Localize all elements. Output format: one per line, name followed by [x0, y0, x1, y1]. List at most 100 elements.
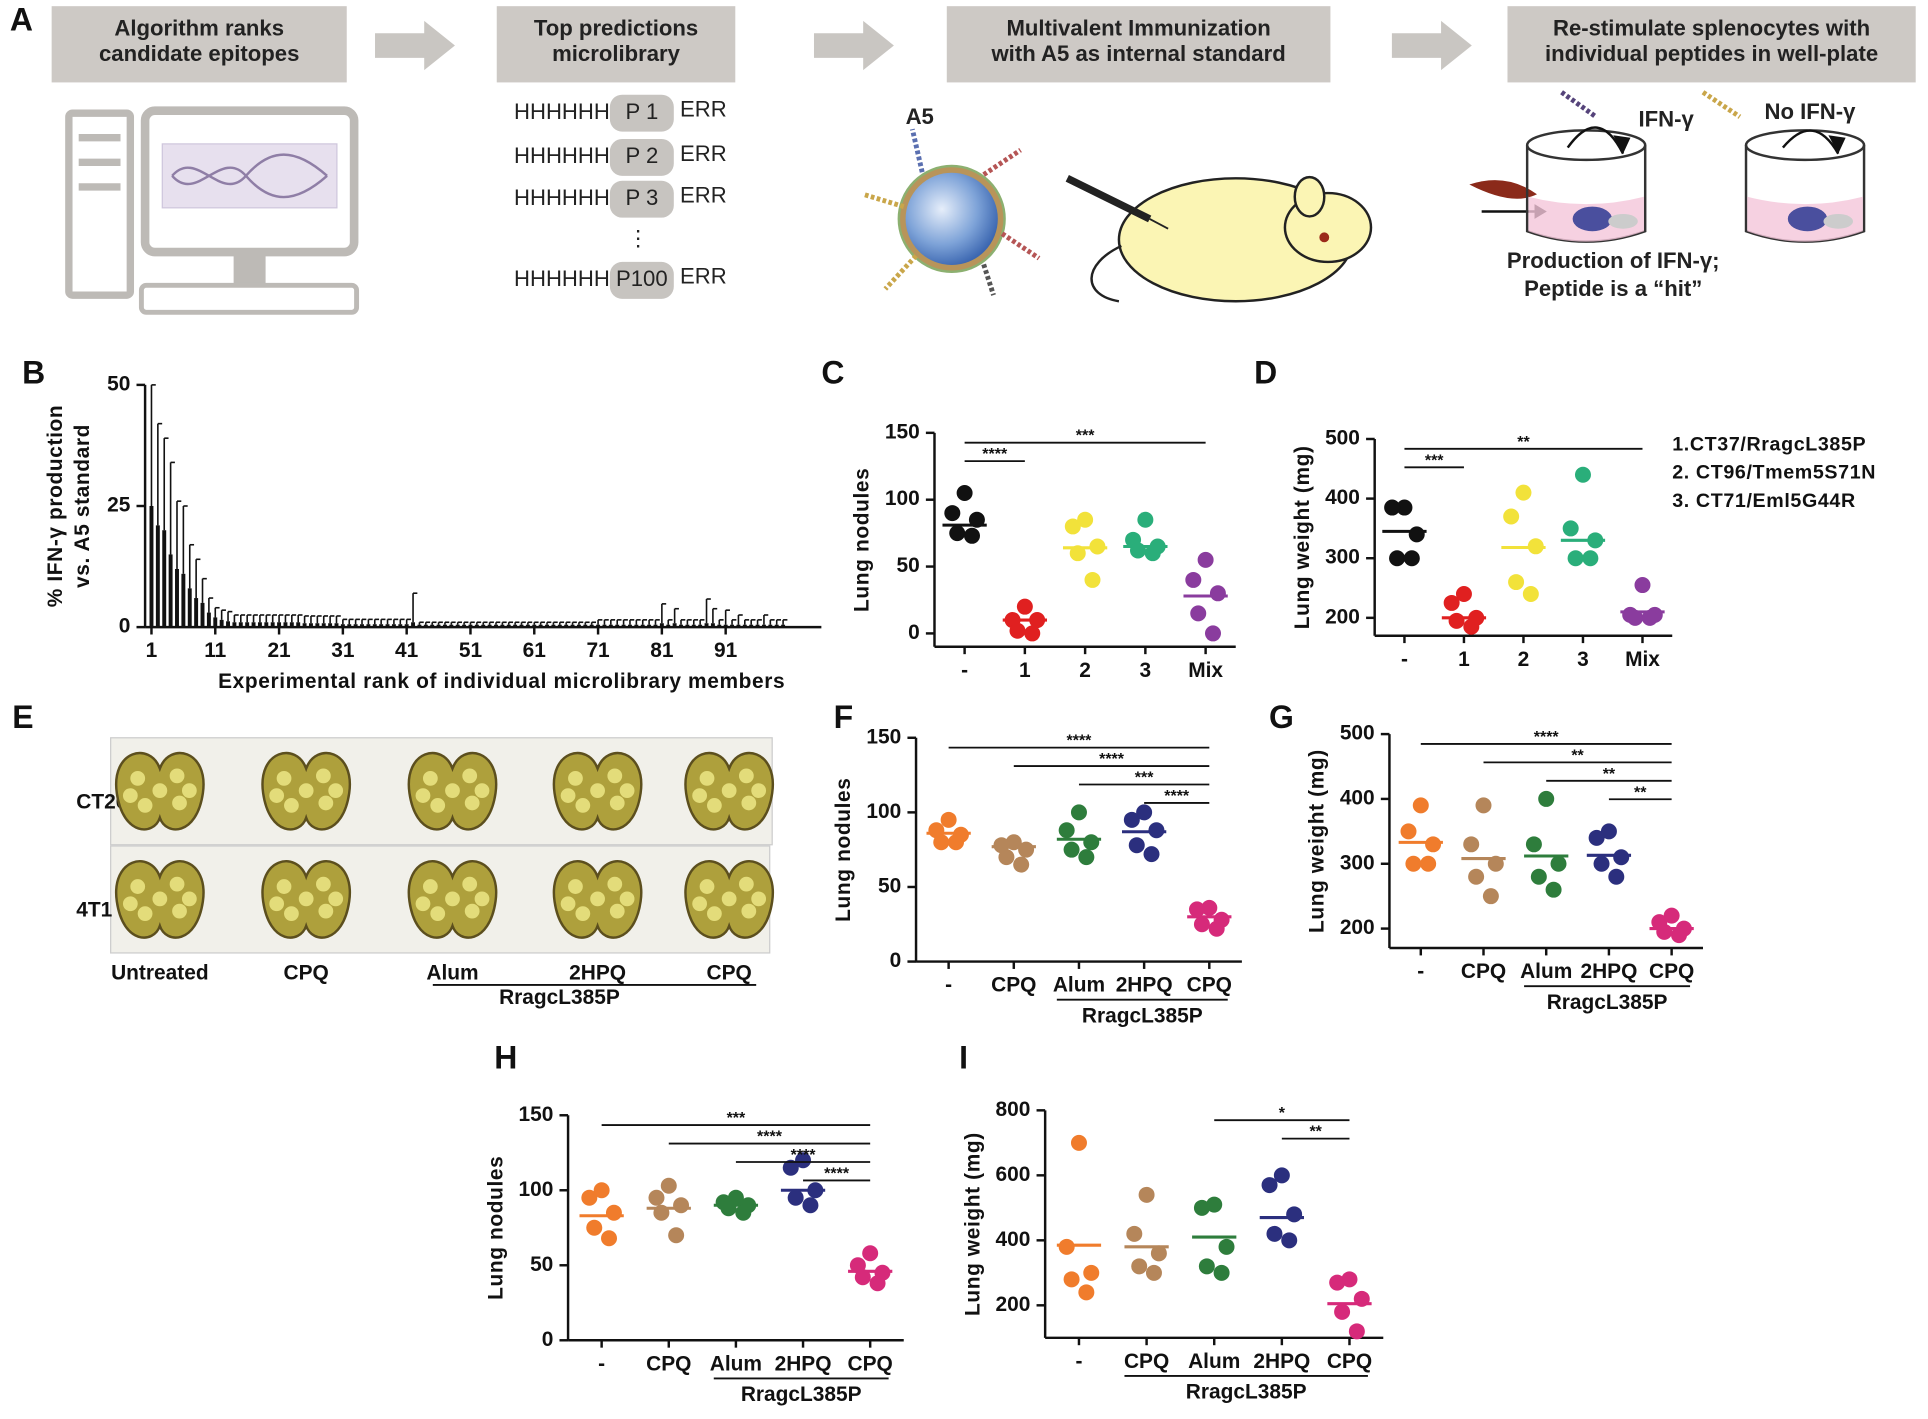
y-tick-label: 100: [866, 800, 901, 823]
significance-label: **: [1309, 1124, 1322, 1141]
x-tick-label: 71: [586, 639, 610, 662]
dot: [1205, 625, 1221, 642]
dot: [968, 511, 985, 528]
x-tick-label: Alum: [1053, 974, 1105, 997]
dot: [1197, 551, 1214, 568]
nodule: [751, 783, 767, 799]
x-tick-label: Mix: [1188, 659, 1223, 682]
bar: [640, 624, 645, 628]
dot: [1070, 804, 1087, 821]
dot: [1329, 1274, 1346, 1291]
dot: [1613, 849, 1630, 866]
dot: [1058, 1238, 1075, 1255]
bar: [455, 624, 460, 628]
nodule: [318, 903, 334, 919]
dot: [1463, 618, 1480, 635]
nodule: [609, 795, 625, 811]
dot: [1527, 538, 1544, 555]
dot: [1201, 899, 1218, 916]
significance-label: **: [1634, 784, 1647, 801]
bar: [570, 624, 575, 628]
bar: [417, 624, 422, 628]
nodule: [172, 903, 187, 919]
dot: [948, 834, 964, 851]
step-text: individual peptides in well-plate: [1545, 41, 1878, 66]
nodule: [619, 891, 635, 907]
x-tick-label: 2HPQ: [1580, 960, 1637, 983]
y-tick-label: 50: [896, 554, 919, 577]
bar: [372, 624, 377, 628]
dot: [998, 849, 1015, 866]
bar: [698, 624, 703, 628]
nodule: [568, 770, 583, 786]
bar: [181, 573, 186, 628]
dot: [1077, 511, 1094, 528]
dot: [1218, 1238, 1235, 1255]
dot: [581, 1189, 598, 1206]
x-tick-label: Mix: [1625, 648, 1660, 671]
nodule: [430, 906, 446, 921]
dot: [605, 1204, 622, 1221]
dot: [1069, 545, 1086, 562]
dot: [1562, 520, 1579, 537]
dot: [1588, 829, 1605, 846]
bar: [360, 624, 364, 628]
nodule: [721, 891, 737, 907]
y-tick-label: 200: [996, 1293, 1031, 1316]
x-tick-label: 91: [714, 639, 738, 662]
y-tick-label: 50: [530, 1253, 553, 1276]
significance-label: ****: [757, 1129, 783, 1146]
nodule: [415, 896, 431, 912]
syringe: [1065, 175, 1152, 223]
x-tick-label: CPQ: [1649, 960, 1694, 983]
x-tick-label: 1: [146, 639, 158, 662]
nanoparticle: [899, 166, 1004, 272]
nodule: [751, 891, 767, 907]
dot: [1083, 834, 1100, 851]
y-tick-label: 50: [107, 372, 130, 395]
bar: [149, 506, 154, 628]
bar: [653, 624, 658, 628]
bar: [659, 623, 664, 628]
nodule: [269, 896, 285, 912]
dot: [1013, 856, 1030, 873]
bar: [474, 624, 479, 628]
nodule: [590, 783, 605, 799]
bar: [309, 623, 313, 628]
dot: [1353, 1290, 1370, 1307]
dot: [1131, 1258, 1148, 1275]
bar: [391, 624, 396, 628]
step-box: [51, 6, 347, 83]
nodule: [181, 783, 197, 799]
significance-label: ***: [1076, 428, 1095, 445]
nodule: [316, 876, 331, 892]
significance-label: ****: [1164, 788, 1190, 805]
bar: [723, 624, 728, 628]
bar: [608, 624, 613, 628]
dot: [1150, 1245, 1167, 1262]
significance-label: **: [1603, 766, 1616, 783]
dot: [1587, 532, 1604, 549]
dot: [1468, 868, 1485, 885]
response-label: No IFN-γ: [1764, 99, 1856, 124]
bar: [557, 624, 562, 628]
dot: [1266, 1225, 1283, 1242]
bar: [245, 622, 250, 628]
dot: [1261, 1177, 1278, 1194]
nodule: [152, 891, 168, 907]
x-tick-label: 81: [650, 639, 674, 662]
nodule: [276, 770, 292, 786]
dot: [1064, 518, 1081, 535]
bar: [155, 525, 160, 628]
dot: [1389, 550, 1406, 567]
nodule: [607, 876, 623, 892]
significance-label: ****: [824, 1166, 850, 1183]
nodule: [269, 788, 285, 803]
column-label: Untreated: [111, 961, 209, 984]
bar: [774, 624, 779, 628]
step-text: Algorithm ranks: [114, 15, 284, 40]
nodule: [474, 783, 490, 799]
y-tick-label: 0: [542, 1328, 554, 1351]
significance-label: *: [1279, 1105, 1286, 1122]
dot: [862, 1245, 879, 1262]
